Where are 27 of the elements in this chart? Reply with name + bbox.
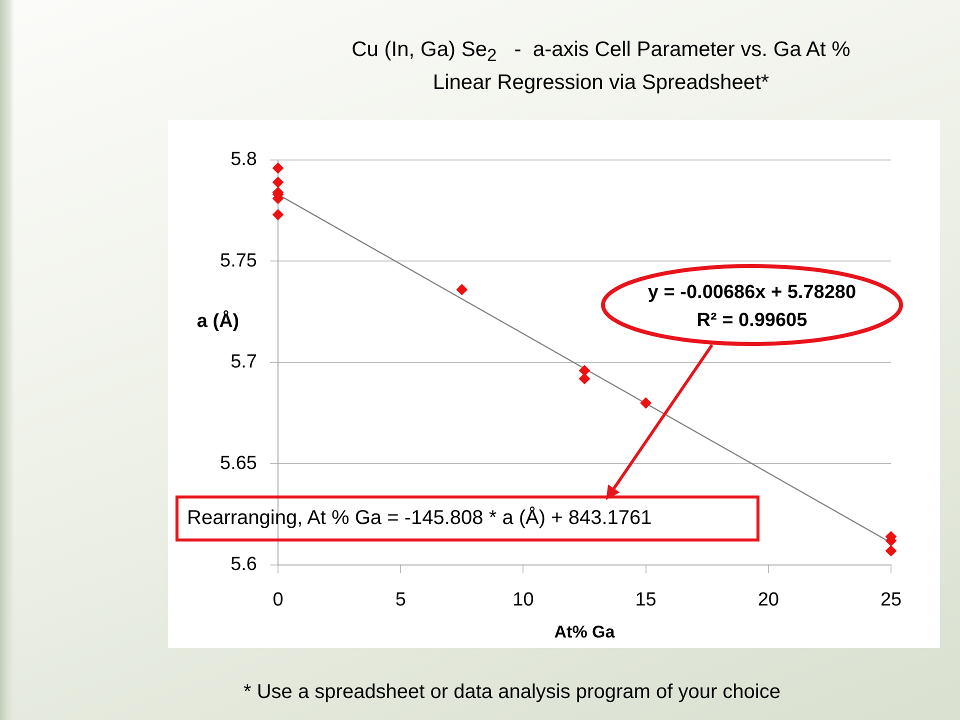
point bbox=[579, 365, 590, 376]
x-tick-label: 5 bbox=[395, 590, 406, 611]
x-tick-label: 25 bbox=[880, 590, 902, 611]
x-axis-title: At% Ga bbox=[554, 622, 616, 642]
y-tick-label: 5.6 bbox=[230, 554, 257, 576]
point bbox=[272, 209, 284, 220]
chart-subtitle: Linear Regression via Spreadsheet* bbox=[432, 70, 770, 96]
y-tick-label: 5.75 bbox=[220, 250, 257, 272]
annotation: y = -0.00686x + 5.78280 bbox=[646, 282, 858, 305]
y-tick-label: 5.8 bbox=[230, 149, 257, 170]
point bbox=[456, 284, 468, 296]
annotation: Rearranging, At % Ga = -145.808 * a (Å) + 843.1761 bbox=[187, 506, 652, 530]
y-tick-label: 5.65 bbox=[220, 452, 257, 474]
point bbox=[272, 162, 284, 174]
y-axis-title: a (Å) bbox=[196, 310, 240, 332]
point bbox=[640, 398, 652, 408]
x-tick-label: 15 bbox=[635, 590, 656, 611]
point bbox=[886, 545, 896, 556]
x-tick-label: 20 bbox=[758, 590, 779, 611]
x-tick-label: 0 bbox=[272, 590, 284, 611]
point bbox=[579, 373, 590, 384]
y-tick-label: 5.7 bbox=[230, 352, 257, 373]
x-tick-label: 10 bbox=[512, 590, 534, 611]
text: * Use a spreadsheet or data analysis program of your choice bbox=[242, 680, 782, 704]
chart-title: Cu (In, Ga) Se$_{2}$ - a-axis Cell Parameter vs. Ga At % bbox=[350, 37, 852, 68]
annotation: R² = 0.99605 bbox=[696, 310, 808, 333]
point bbox=[272, 176, 284, 188]
